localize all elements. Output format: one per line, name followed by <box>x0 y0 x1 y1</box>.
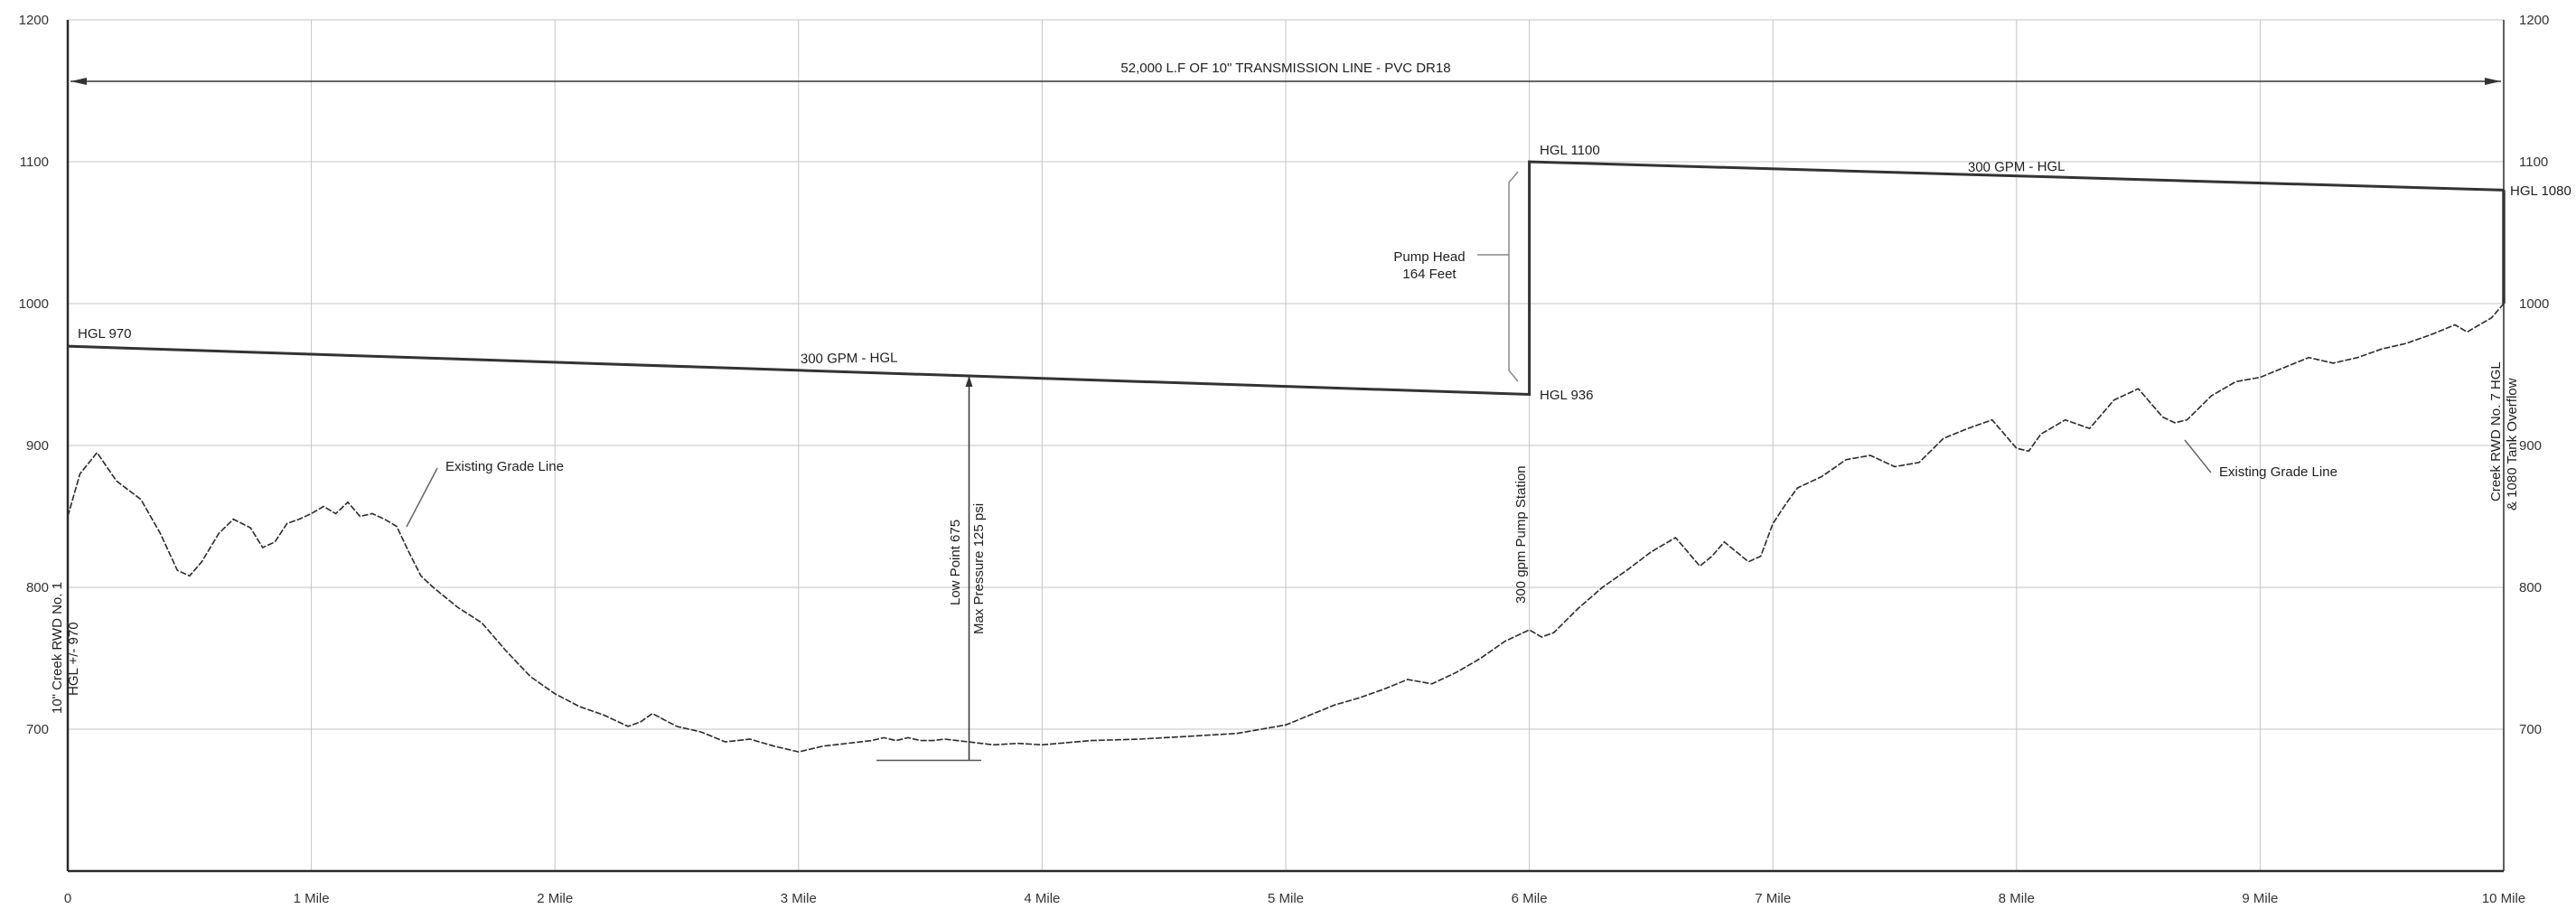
right-end-label-line2: & 1080 Tank Overflow <box>2505 378 2520 511</box>
hgl-right-series-label: 300 GPM - HGL <box>1968 159 2065 175</box>
low-point-arrow <box>965 376 973 388</box>
hgl-line <box>67 160 2505 397</box>
y-tick-label-right: 700 <box>2519 722 2542 737</box>
tick-labels: 0 1 Mile 2 Mile 3 Mile 4 Mile 5 Mile 6 Mile 7 M… <box>19 13 2550 906</box>
pump-head-label-line1: Pump Head <box>1393 249 1465 265</box>
hgl-1100-label: HGL 1100 <box>1540 143 1600 158</box>
x-tick-label: 0 <box>64 891 71 906</box>
y-tick-label-left: 1000 <box>19 296 49 312</box>
pump-station-label: 300 gpm Pump Station <box>1513 465 1529 604</box>
x-tick-label: 10 Mile <box>2482 891 2525 906</box>
pump-head-label-line2: 164 Feet <box>1402 267 1457 282</box>
grid-lines <box>68 19 2504 871</box>
hgl-left-series-label: 300 GPM - HGL <box>801 351 898 367</box>
y-tick-label-right: 1100 <box>2519 155 2548 170</box>
x-tick-label: 9 Mile <box>2242 891 2278 906</box>
hgl-936-label: HGL 936 <box>1540 388 1593 403</box>
hgl-1080-label: HGL 1080 <box>2510 183 2571 199</box>
y-tick-label-left: 1100 <box>20 155 49 170</box>
existing-grade-line <box>67 303 2505 753</box>
x-tick-label: 7 Mile <box>1755 891 1791 906</box>
y-tick-label-left: 700 <box>26 722 49 737</box>
x-tick-label: 3 Mile <box>781 891 817 906</box>
x-tick-label: 6 Mile <box>1512 891 1548 906</box>
y-tick-label-right: 1200 <box>2519 13 2549 28</box>
low-point-label-line1: Low Point 675 <box>948 520 963 605</box>
left-end-label-line2: HGL +/- 970 <box>66 622 81 696</box>
existing-grade-label-right: Existing Grade Line <box>2219 464 2337 480</box>
x-tick-label: 1 Mile <box>294 891 330 906</box>
y-tick-label-left: 1200 <box>19 13 49 28</box>
x-tick-label: 4 Mile <box>1024 891 1060 906</box>
chart-title: 52,000 L.F OF 10" TRANSMISSION LINE - PV… <box>1120 61 1450 76</box>
right-end-label-line1: Creek RWD No. 7 HGL <box>2488 361 2504 501</box>
x-tick-label: 2 Mile <box>537 891 573 906</box>
x-tick-label: 5 Mile <box>1268 891 1304 906</box>
hgl-970-label: HGL 970 <box>78 326 131 342</box>
y-tick-label-left: 900 <box>26 438 49 454</box>
existing-grade-label-left: Existing Grade Line <box>445 459 564 474</box>
low-point-label-line2: Max Pressure 125 psi <box>971 503 987 634</box>
low-point-marker <box>876 376 981 762</box>
y-tick-label-right: 900 <box>2519 438 2542 454</box>
left-end-label-line1: 10" Creek RWD No. 1 <box>50 582 65 714</box>
annotation-leaders <box>406 171 2212 528</box>
y-tick-label-left: 800 <box>26 580 49 595</box>
x-tick-label: 8 Mile <box>1999 891 2035 906</box>
y-tick-label-right: 800 <box>2519 580 2542 595</box>
y-tick-label-right: 1000 <box>2519 296 2549 312</box>
dimension-line <box>70 78 2501 85</box>
